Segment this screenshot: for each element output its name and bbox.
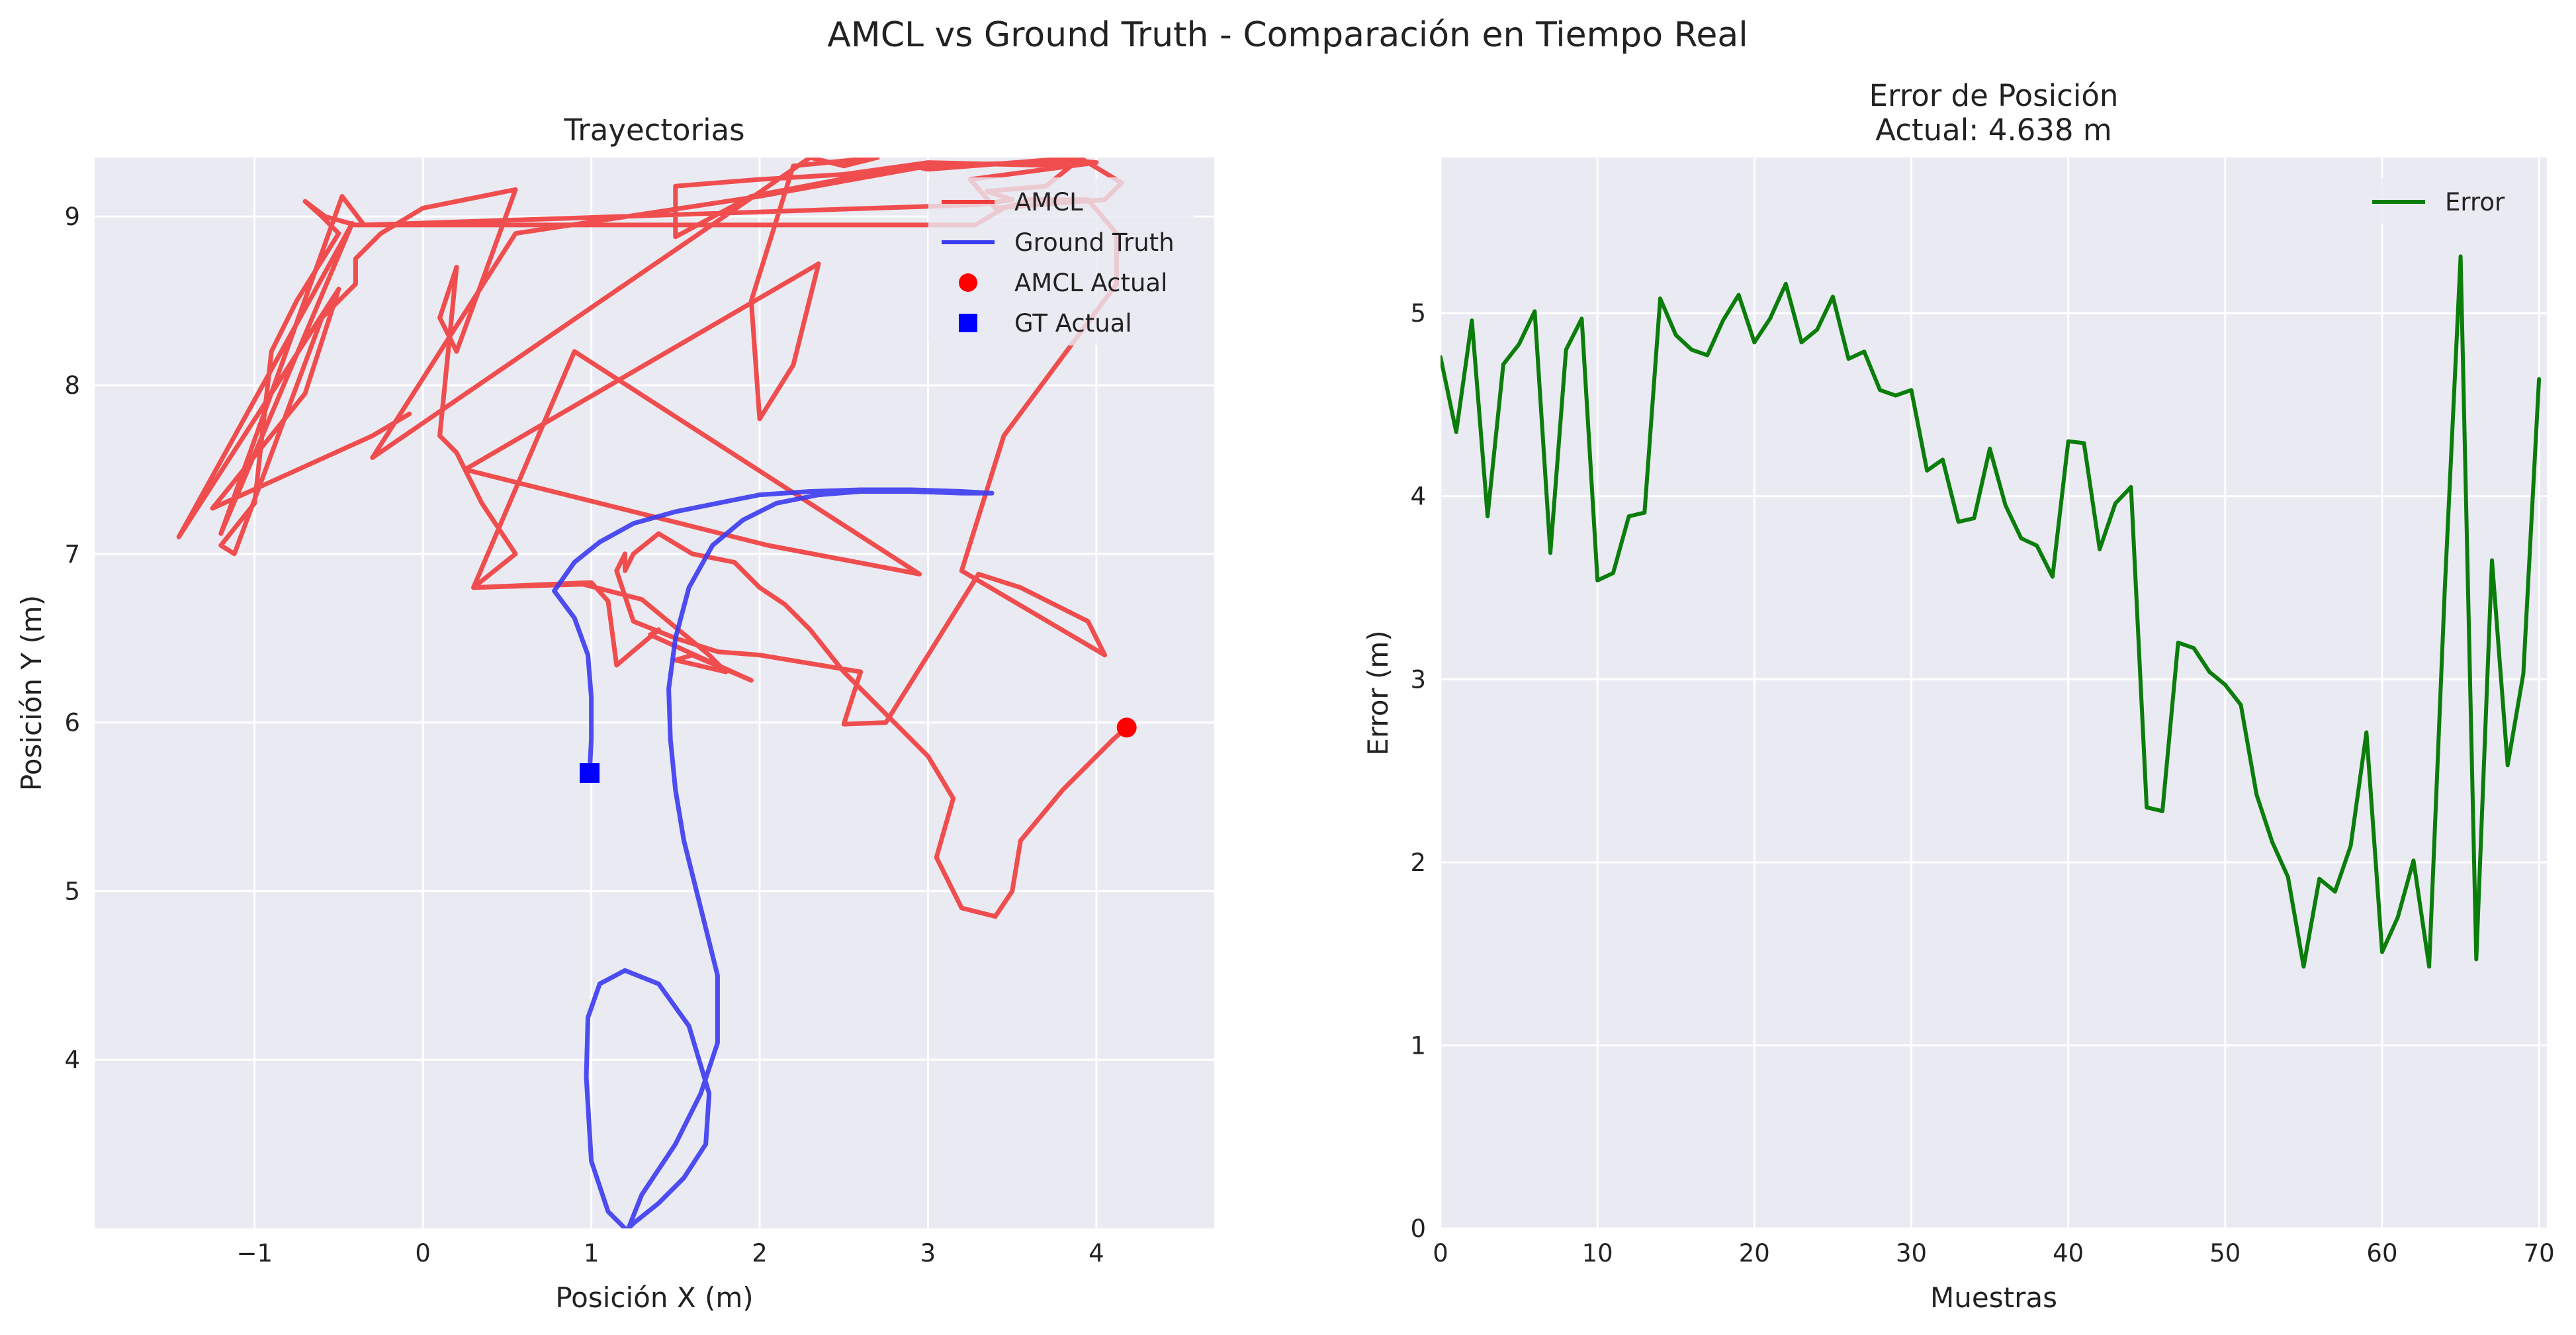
y-tick-label: 9 (64, 203, 80, 231)
y-tick-label: 3 (1410, 665, 1426, 694)
x-tick-label: 4 (1088, 1239, 1104, 1267)
x-tick-label: 50 (2209, 1239, 2241, 1267)
x-tick-label: 10 (1582, 1239, 1613, 1267)
y-tick-label: 5 (64, 877, 80, 905)
error-series (1441, 254, 2542, 969)
legend-error-label: Error (2445, 188, 2505, 216)
x-tick-label: 2 (752, 1239, 768, 1267)
legend-ground-truth-label: Ground Truth (1014, 228, 1175, 257)
x-tick-label: 60 (2366, 1239, 2397, 1267)
legend-box (2359, 177, 2528, 224)
error-plot-area (1441, 158, 2547, 1228)
legend-box (928, 177, 1194, 345)
y-tick-label: 6 (64, 709, 80, 737)
legend-gt-actual-label: GT Actual (1014, 309, 1132, 338)
y-tick-label: 0 (1410, 1215, 1426, 1243)
y-tick-label: 1 (1410, 1031, 1426, 1060)
series-group (1441, 254, 2542, 969)
ground-truth-line (552, 487, 995, 1228)
trajectories-legend: AMCL Ground Truth AMCL Actual GT Actual (928, 177, 1194, 345)
x-tick-label: 20 (1739, 1239, 1770, 1267)
y-tick-label: 5 (1410, 299, 1426, 328)
trajectories-ylabel: Posición Y (m) (15, 595, 48, 791)
error-subtitle: Actual: 4.638 m (1875, 113, 2111, 148)
y-tick-label: 2 (1410, 849, 1426, 877)
gt-actual-marker (580, 763, 600, 784)
legend-gt-actual-swatch (959, 314, 977, 332)
y-tick-label: 4 (1410, 483, 1426, 511)
trajectories-xlabel: Posición X (m) (555, 1281, 753, 1314)
error-ylabel: Error (m) (1362, 630, 1394, 755)
error-ticks: 0 10 20 30 40 50 60 70 0 1 2 3 4 5 (1410, 299, 2554, 1267)
x-tick-label: 0 (1433, 1239, 1448, 1267)
trajectories-title: Trayectorias (563, 113, 744, 148)
error-grid (1439, 158, 2547, 1230)
trajectories-panel: −1 0 1 2 3 4 4 5 6 7 8 9 Trayectorias Posición X (m… (15, 113, 1214, 1314)
series-group (176, 158, 1130, 1228)
x-tick-label: −1 (236, 1239, 273, 1267)
x-tick-label: 40 (2053, 1239, 2084, 1267)
legend-amcl-actual-label: AMCL Actual (1014, 269, 1167, 297)
y-tick-label: 4 (64, 1046, 80, 1074)
trajectories-ticks: −1 0 1 2 3 4 4 5 6 7 8 9 (64, 203, 1104, 1267)
legend-amcl-actual-swatch (959, 273, 977, 292)
legend-amcl-label: AMCL (1014, 188, 1083, 216)
y-tick-label: 7 (64, 540, 80, 569)
x-tick-label: 0 (415, 1239, 431, 1267)
x-tick-label: 3 (920, 1239, 936, 1267)
x-tick-label: 30 (1896, 1239, 1927, 1267)
error-legend: Error (2359, 177, 2528, 224)
figure-suptitle: AMCL vs Ground Truth - Comparación en Ti… (827, 15, 1748, 55)
y-tick-label: 8 (64, 371, 80, 400)
x-tick-label: 70 (2524, 1239, 2555, 1267)
trajectories-series (176, 158, 1137, 1228)
error-xlabel: Muestras (1930, 1281, 2057, 1314)
x-tick-label: 1 (584, 1239, 600, 1267)
amcl-actual-marker (1116, 717, 1137, 738)
error-title: Error de Posición (1869, 78, 2119, 113)
error-line (1441, 254, 2542, 969)
amcl-line (176, 158, 1130, 919)
